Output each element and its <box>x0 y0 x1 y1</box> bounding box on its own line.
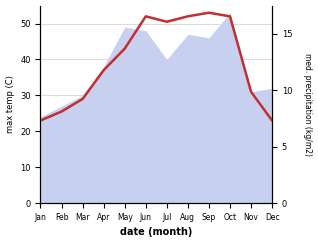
X-axis label: date (month): date (month) <box>120 227 192 237</box>
Y-axis label: med. precipitation (kg/m2): med. precipitation (kg/m2) <box>303 53 313 156</box>
Y-axis label: max temp (C): max temp (C) <box>5 75 15 133</box>
